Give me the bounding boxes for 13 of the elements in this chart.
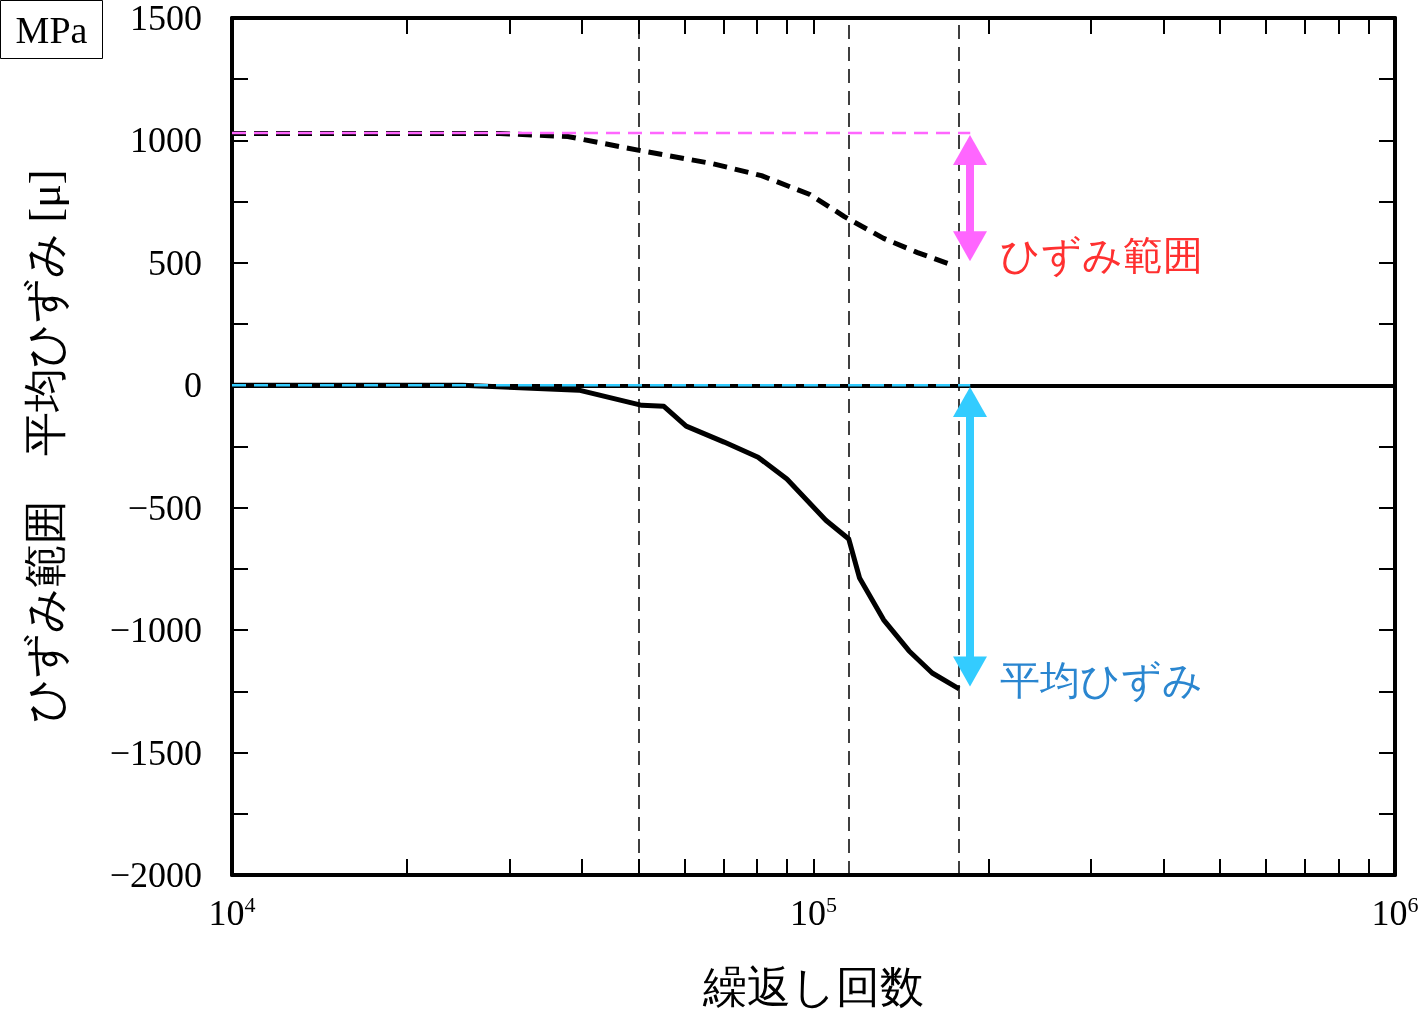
y-axis-title: ひずみ範囲 平均ひずみ [μ]	[20, 169, 70, 724]
y-tick-label: 1500	[130, 0, 202, 38]
annotation: 平均ひずみ	[1000, 658, 1204, 704]
y-tick-label: −500	[127, 487, 202, 528]
y-tick-label: −2000	[109, 855, 202, 895]
text: MPa	[15, 8, 88, 51]
y-tick-label: 500	[148, 242, 202, 283]
y-tick-label: −1000	[109, 610, 202, 651]
y-tick-label: −1500	[109, 732, 202, 773]
y-tick-label: 0	[184, 365, 202, 406]
annotation: ひずみ範囲	[1000, 232, 1204, 278]
y-tick-label: 1000	[130, 120, 202, 161]
x-axis-title: 繰返し回数	[702, 962, 924, 1012]
